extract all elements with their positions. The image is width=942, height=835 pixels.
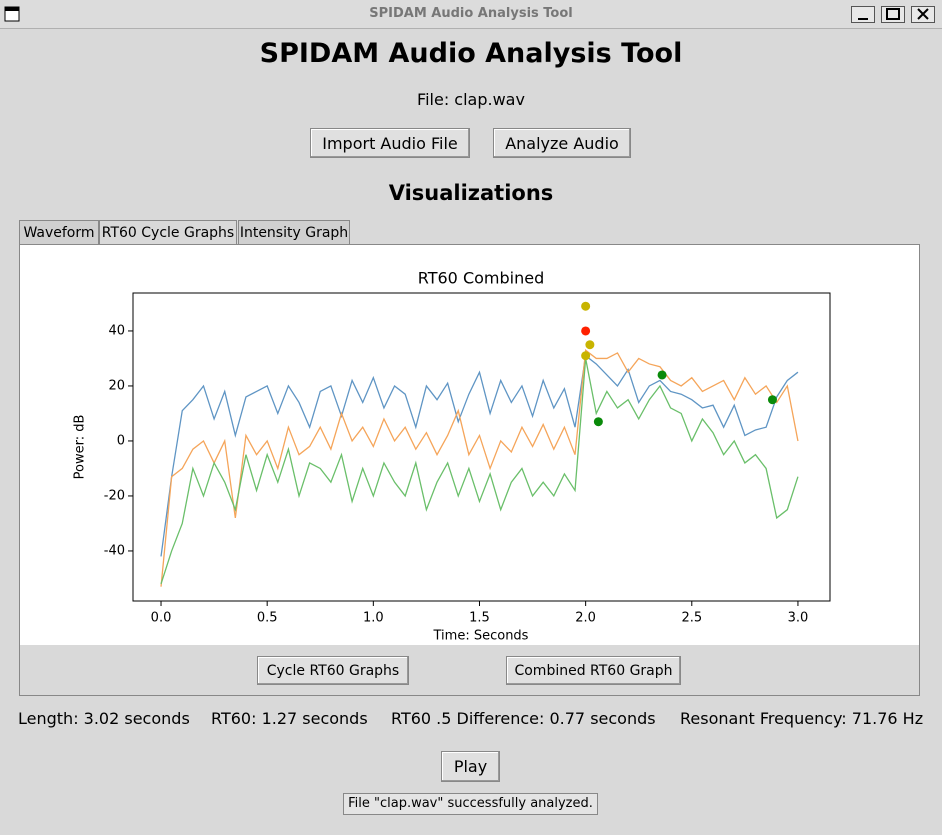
close-button[interactable] [911,6,935,23]
chart-title: RT60 Combined [418,269,544,288]
minimize-button[interactable] [851,6,875,23]
x-tick-label: 1.0 [363,611,384,626]
marker-point [657,370,667,380]
play-button[interactable]: Play [441,751,500,782]
tab[interactable]: Waveform [19,220,99,244]
file-label: File: clap.wav [417,90,525,109]
x-tick-label: 0.5 [257,611,278,626]
frequency-stat: Resonant Frequency: 71.76 Hz [680,709,924,728]
window-icon [4,6,20,22]
combined-button[interactable]: Combined RT60 Graph [506,656,681,685]
chart-background [20,245,919,645]
x-tick-label: 0.0 [151,611,172,626]
import-button[interactable]: Import Audio File [310,128,470,158]
length-stat: Length: 3.02 seconds [18,709,190,728]
marker-point [767,395,777,405]
x-tick-label: 1.5 [469,611,490,626]
x-tick-label: 2.5 [681,611,702,626]
tab[interactable]: Intensity Graph [238,220,350,244]
chart: RT60 Combined Time: Seconds Power: dB -4… [20,245,919,645]
y-tick-label: 40 [108,323,125,338]
maximize-button[interactable] [881,6,905,23]
cycle-button[interactable]: Cycle RT60 Graphs [257,656,409,685]
series-line [160,348,799,587]
marker-point [581,301,591,311]
y-tick-label: 20 [108,378,125,393]
y-tick-label: 0 [117,433,125,448]
y-axis-label: Power: dB [73,415,88,480]
x-axis-label: Time: Seconds [433,629,529,644]
difference-stat: RT60 .5 Difference: 0.77 seconds [391,709,656,728]
tab-active[interactable]: RT60 Cycle Graphs [99,220,237,244]
marker-point [593,417,603,427]
status-bar: File "clap.wav" successfully analyzed. [343,793,598,815]
series-line [160,354,799,557]
rt60-stat: RT60: 1.27 seconds [211,709,368,728]
heading: SPIDAM Audio Analysis Tool [259,38,683,69]
analyze-button[interactable]: Analyze Audio [493,128,631,158]
marker-point [581,326,591,336]
section-title: Visualizations [388,181,554,205]
window-title: SPIDAM Audio Analysis Tool [369,6,573,21]
tab-panel [19,244,920,696]
plot-frame [132,292,831,602]
marker-point [585,340,595,350]
marker-point [581,351,591,361]
y-tick-label: -40 [104,543,125,558]
y-tick-label: -20 [104,488,125,503]
x-tick-label: 2.0 [575,611,596,626]
series-line [160,358,799,585]
x-tick-label: 3.0 [788,611,809,626]
title-bar: SPIDAM Audio Analysis Tool [0,0,942,29]
